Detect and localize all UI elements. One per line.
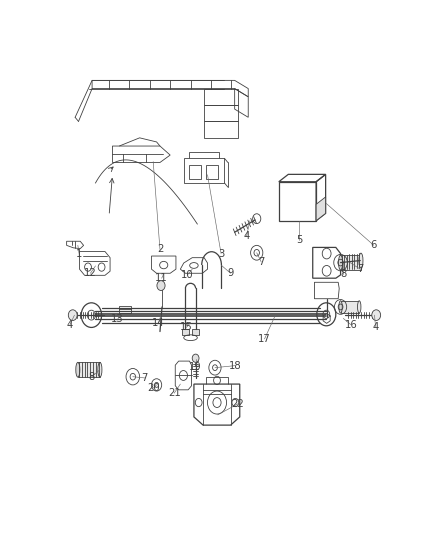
Polygon shape <box>316 197 325 221</box>
Ellipse shape <box>339 301 342 313</box>
Text: 22: 22 <box>232 399 244 409</box>
Text: 18: 18 <box>229 361 242 370</box>
Bar <box>206 165 218 179</box>
Text: 7: 7 <box>258 257 264 267</box>
Ellipse shape <box>98 362 102 377</box>
Text: 8: 8 <box>88 372 95 382</box>
Text: 7: 7 <box>141 373 148 383</box>
Text: 4: 4 <box>67 320 73 329</box>
Ellipse shape <box>76 362 80 377</box>
Text: 6: 6 <box>371 240 377 251</box>
Ellipse shape <box>357 301 361 313</box>
Text: 16: 16 <box>344 320 357 329</box>
Bar <box>204 105 238 122</box>
Ellipse shape <box>339 255 343 270</box>
Text: 2: 2 <box>157 245 163 254</box>
Text: 4: 4 <box>244 231 250 241</box>
Bar <box>341 301 359 313</box>
Text: 5: 5 <box>296 235 302 245</box>
Bar <box>204 88 238 105</box>
Text: 15: 15 <box>180 322 193 333</box>
Text: 12: 12 <box>84 268 97 278</box>
Ellipse shape <box>359 253 363 268</box>
Text: 9: 9 <box>227 268 234 278</box>
Bar <box>192 329 199 335</box>
Text: 3: 3 <box>218 248 224 259</box>
Text: 19: 19 <box>189 362 202 372</box>
Text: 11: 11 <box>155 273 168 283</box>
Bar <box>119 306 131 313</box>
Bar <box>182 329 189 335</box>
Circle shape <box>192 354 199 362</box>
Text: 14: 14 <box>152 318 165 328</box>
Text: 10: 10 <box>181 270 194 280</box>
Text: 1: 1 <box>76 248 82 259</box>
Bar <box>341 255 361 270</box>
Text: 20: 20 <box>147 383 159 393</box>
Text: 17: 17 <box>258 334 271 344</box>
Circle shape <box>372 310 381 320</box>
Text: 21: 21 <box>168 388 180 398</box>
Text: 7: 7 <box>357 264 364 274</box>
Bar <box>78 362 100 377</box>
Circle shape <box>157 281 165 290</box>
Bar <box>189 165 201 179</box>
Text: 8: 8 <box>340 269 346 279</box>
Bar <box>204 122 238 138</box>
Text: 4: 4 <box>372 321 379 332</box>
Circle shape <box>68 310 77 320</box>
Text: 13: 13 <box>111 314 124 324</box>
